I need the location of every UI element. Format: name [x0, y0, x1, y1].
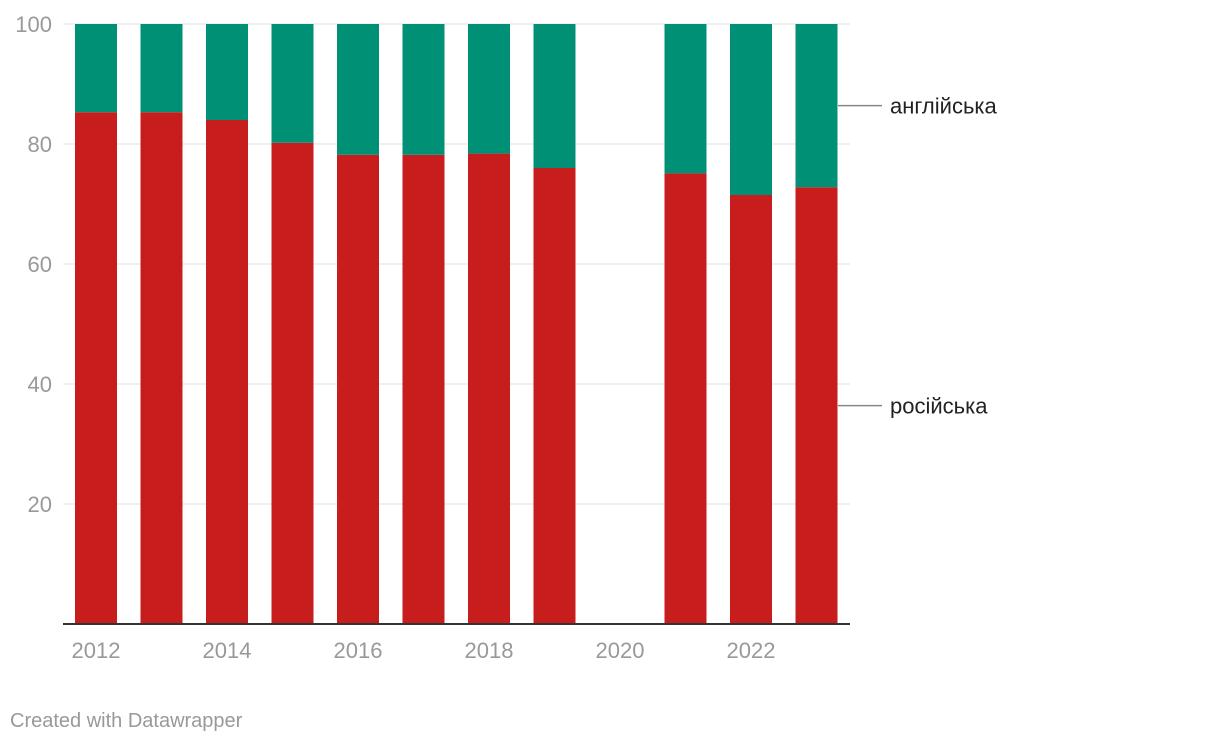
x-axis: 2012 2014 2016 2018 2020 2022	[72, 638, 776, 663]
y-tick-label: 100	[15, 12, 52, 37]
x-tick-label: 2018	[465, 638, 514, 663]
legend-label: англійська	[890, 94, 998, 119]
bar-segment	[468, 153, 510, 624]
bar-segment	[533, 24, 576, 168]
bar-segment	[140, 24, 183, 113]
x-tick-label: 2014	[203, 638, 252, 663]
bar-segment	[206, 120, 248, 624]
bar-segment	[337, 154, 379, 625]
bar-segment	[795, 187, 838, 624]
bar-segment	[402, 154, 445, 625]
bar-segment	[730, 24, 772, 195]
bar-segment	[468, 24, 510, 154]
y-axis: 20 40 60 80 100	[15, 12, 52, 517]
bar-segment	[730, 195, 772, 624]
x-tick-label: 2022	[727, 638, 776, 663]
legend-label: російська	[890, 394, 988, 419]
x-tick-label: 2020	[596, 638, 645, 663]
bar-segment	[402, 24, 445, 155]
bars	[75, 24, 838, 625]
legend: російська англійська	[838, 94, 998, 419]
y-tick-label: 80	[28, 132, 52, 157]
bar-segment	[75, 24, 117, 113]
y-tick-label: 40	[28, 372, 52, 397]
y-tick-label: 60	[28, 252, 52, 277]
y-tick-label: 20	[28, 492, 52, 517]
bar-segment	[664, 173, 707, 624]
x-tick-label: 2016	[334, 638, 383, 663]
bar-segment	[140, 112, 183, 624]
bar-segment	[271, 142, 314, 625]
bar-segment	[271, 24, 314, 143]
bar-segment	[206, 24, 248, 120]
bar-segment	[795, 24, 838, 188]
x-tick-label: 2012	[72, 638, 121, 663]
bar-segment	[664, 24, 707, 174]
bar-segment	[533, 168, 576, 624]
grid-lines	[63, 23, 850, 505]
credit-text: Created with Datawrapper	[10, 710, 243, 732]
bar-segment	[337, 24, 379, 155]
bar-segment	[75, 112, 117, 624]
